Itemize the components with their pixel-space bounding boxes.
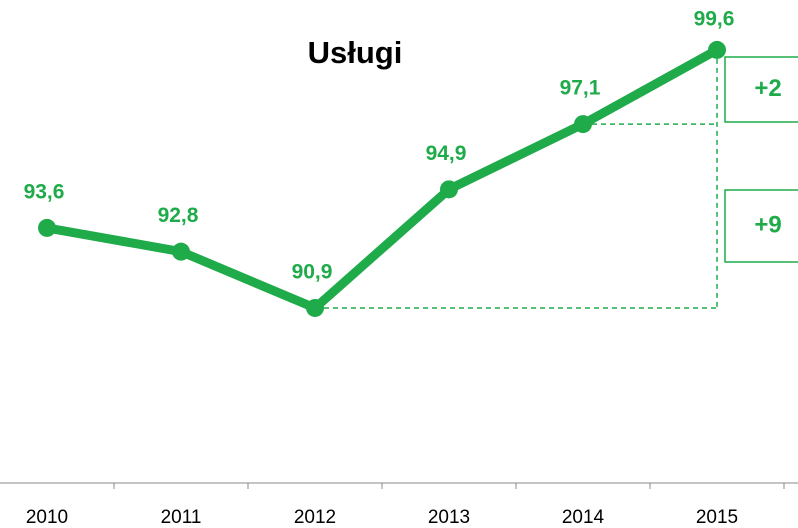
data-label: 97,1 xyxy=(560,77,601,100)
point xyxy=(172,242,190,261)
point xyxy=(440,180,458,199)
x-tick-label: 2013 xyxy=(428,507,470,528)
annotation: +2 xyxy=(754,75,781,102)
point xyxy=(38,218,56,237)
line xyxy=(46,45,720,313)
data-label: 93,6 xyxy=(24,180,65,203)
point xyxy=(708,40,726,59)
annotation-box xyxy=(724,56,798,123)
data-label: 92,8 xyxy=(158,204,199,227)
x-tick-label: 2011 xyxy=(161,507,202,528)
annotation: +9 xyxy=(754,211,781,238)
x-tick-label: 2012 xyxy=(294,507,336,528)
x-tick-label: 2014 xyxy=(562,507,605,528)
data-label: 94,9 xyxy=(426,142,467,165)
x-tick-label: 2015 xyxy=(696,507,738,528)
chart-title: Usługi xyxy=(308,35,403,70)
point xyxy=(306,298,324,317)
point xyxy=(574,115,592,134)
x-tick-label: 2010 xyxy=(26,507,68,528)
data-label: 90,9 xyxy=(292,261,333,284)
annotation-box xyxy=(724,189,798,263)
data-label: 99,6 xyxy=(694,8,735,31)
